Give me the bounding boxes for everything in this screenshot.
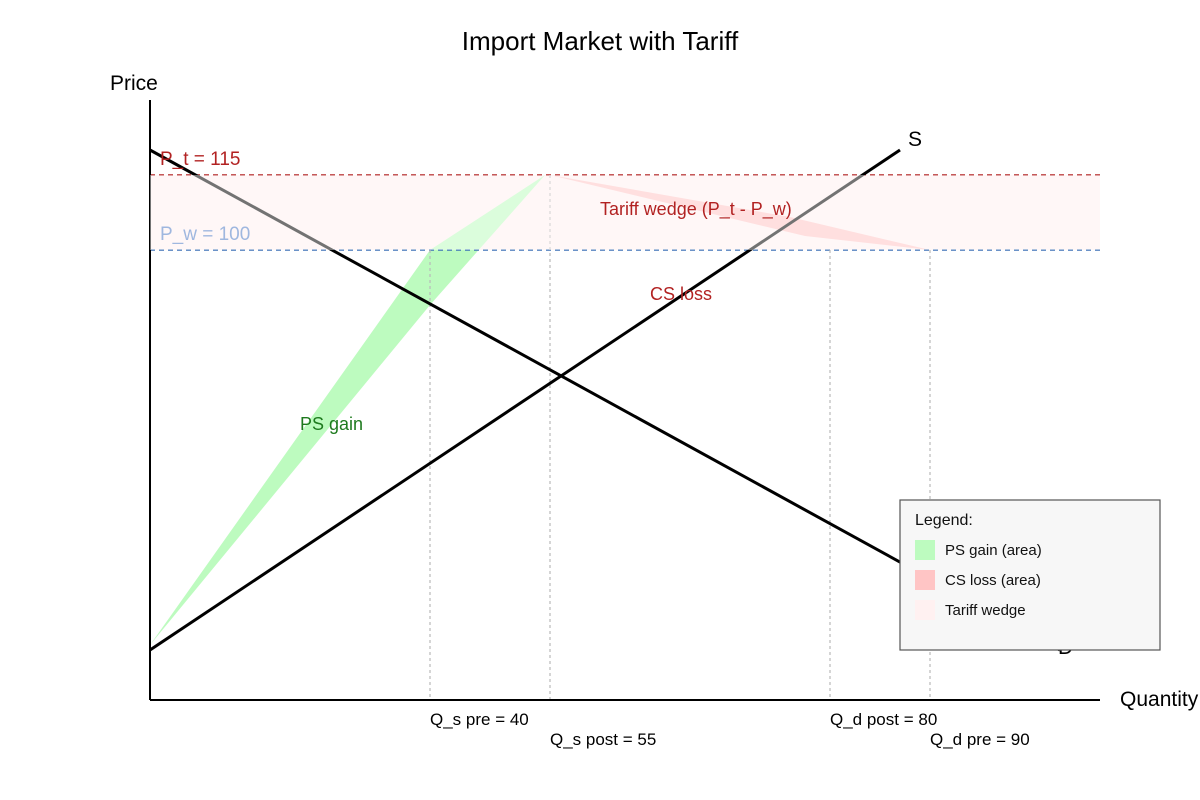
tariff-wedge-label: Tariff wedge (P_t - P_w) bbox=[600, 199, 792, 220]
cs-loss-label: CS loss bbox=[650, 284, 712, 304]
legend-swatch-cs-loss bbox=[915, 570, 935, 590]
legend-label-tariff-wedge: Tariff wedge bbox=[945, 602, 1026, 619]
supply-curve bbox=[149, 148, 901, 652]
p-t-label: P_t = 115 bbox=[160, 149, 240, 170]
tariff-wedge-overlay bbox=[150, 175, 1100, 250]
legend-box bbox=[899, 499, 1161, 651]
legend-label-cs-loss: CS loss (area) bbox=[945, 572, 1041, 589]
legend-swatch-ps-gain bbox=[915, 540, 935, 560]
y-axis-label: Price bbox=[110, 72, 158, 95]
ps-gain-label: PS gain bbox=[300, 414, 363, 434]
chart-title: Import Market with Tariff bbox=[462, 26, 739, 56]
x-axis-label: Quantity bbox=[1120, 688, 1199, 711]
legend: Legend: PS gain (area) CS loss (area) Ta… bbox=[899, 499, 1161, 651]
supply-curve-label: S bbox=[908, 128, 922, 151]
q-d-post-label: Q_d post = 80 bbox=[830, 710, 937, 729]
q-s-post-label: Q_s post = 55 bbox=[550, 730, 656, 749]
q-d-pre-label: Q_d pre = 90 bbox=[930, 730, 1030, 749]
p-w-label: P_w = 100 bbox=[160, 224, 250, 245]
legend-label-ps-gain: PS gain (area) bbox=[945, 542, 1042, 559]
q-s-pre-label: Q_s pre = 40 bbox=[430, 710, 529, 729]
legend-swatch-tariff-wedge bbox=[915, 600, 935, 620]
cs-loss-area bbox=[550, 175, 930, 250]
legend-title: Legend: bbox=[915, 512, 973, 529]
